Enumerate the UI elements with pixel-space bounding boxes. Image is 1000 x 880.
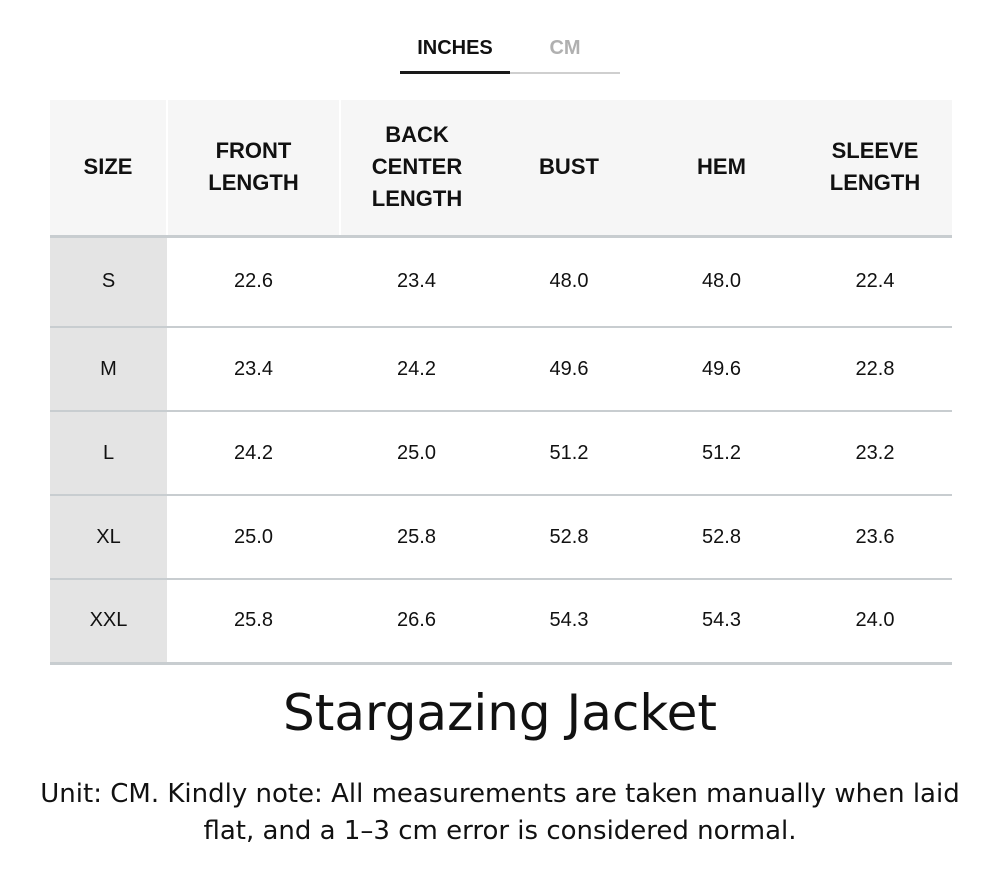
header-front-length: FRONT LENGTH xyxy=(167,100,341,238)
cell-bust: 49.6 xyxy=(493,327,645,412)
tab-cm[interactable]: CM xyxy=(510,30,620,74)
cell-back-center-length: 25.0 xyxy=(340,411,493,496)
tab-inches[interactable]: INCHES xyxy=(400,30,510,74)
cell-back-center-length: 25.8 xyxy=(340,495,493,580)
cell-bust: 51.2 xyxy=(493,411,645,496)
cell-sleeve-length: 23.6 xyxy=(798,495,952,580)
cell-front-length: 25.8 xyxy=(167,579,340,665)
header-bust: BUST xyxy=(493,100,645,238)
cell-hem: 49.6 xyxy=(645,327,798,412)
header-sleeve-length: SLEEVE LENGTH xyxy=(798,100,952,238)
table-row: L 24.2 25.0 51.2 51.2 23.2 xyxy=(50,411,952,496)
cell-bust: 52.8 xyxy=(493,495,645,580)
table-row: S 22.6 23.4 48.0 48.0 22.4 xyxy=(50,236,952,328)
cell-sleeve-length: 23.2 xyxy=(798,411,952,496)
cell-front-length: 25.0 xyxy=(167,495,340,580)
cell-sleeve-length: 22.4 xyxy=(798,236,952,328)
cell-front-length: 22.6 xyxy=(167,236,340,328)
cell-sleeve-length: 22.8 xyxy=(798,327,952,412)
cell-front-length: 24.2 xyxy=(167,411,340,496)
size-cell: XL xyxy=(50,495,167,580)
header-back-center-length: BACK CENTER LENGTH xyxy=(340,100,493,238)
size-cell: M xyxy=(50,327,167,412)
table-header-row: SIZE FRONT LENGTH BACK CENTER LENGTH BUS… xyxy=(50,100,952,238)
cell-back-center-length: 23.4 xyxy=(340,236,493,328)
size-chart-table: SIZE FRONT LENGTH BACK CENTER LENGTH BUS… xyxy=(50,100,952,665)
header-size: SIZE xyxy=(50,100,168,238)
cell-bust: 54.3 xyxy=(493,579,645,665)
header-hem: HEM xyxy=(645,100,798,238)
cell-bust: 48.0 xyxy=(493,236,645,328)
table-row: M 23.4 24.2 49.6 49.6 22.8 xyxy=(50,327,952,412)
table-row: XL 25.0 25.8 52.8 52.8 23.6 xyxy=(50,495,952,580)
cell-hem: 51.2 xyxy=(645,411,798,496)
size-cell: XXL xyxy=(50,579,167,665)
measurement-note: Unit: CM. Kindly note: All measurements … xyxy=(40,779,960,846)
unit-tabs: INCHES CM xyxy=(400,30,620,74)
cell-hem: 48.0 xyxy=(645,236,798,328)
cell-back-center-length: 26.6 xyxy=(340,579,493,665)
cell-front-length: 23.4 xyxy=(167,327,340,412)
table-row: XXL 25.8 26.6 54.3 54.3 24.0 xyxy=(50,579,952,665)
size-cell: S xyxy=(50,236,167,328)
cell-hem: 54.3 xyxy=(645,579,798,665)
cell-sleeve-length: 24.0 xyxy=(798,579,952,665)
size-cell: L xyxy=(50,411,167,496)
cell-back-center-length: 24.2 xyxy=(340,327,493,412)
cell-hem: 52.8 xyxy=(645,495,798,580)
product-title: Stargazing Jacket xyxy=(283,684,717,742)
